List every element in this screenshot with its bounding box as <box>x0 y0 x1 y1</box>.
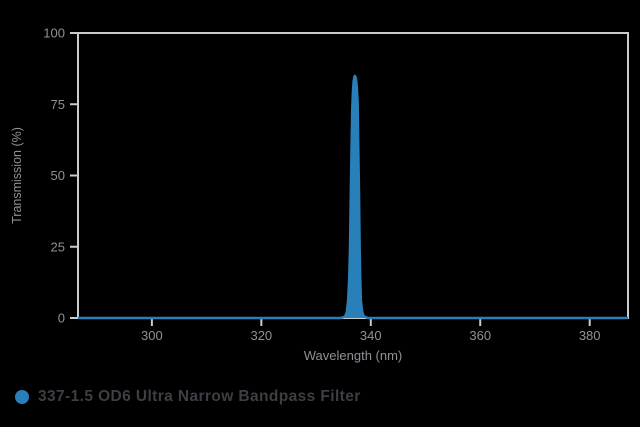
legend-marker-icon <box>15 390 29 404</box>
y-axis-title: Transmission (%) <box>10 127 24 224</box>
y-tick-label: 75 <box>51 97 65 112</box>
x-tick-label: 360 <box>469 328 491 343</box>
x-tick-label: 300 <box>141 328 163 343</box>
y-tick-label: 25 <box>51 239 65 254</box>
legend: 337-1.5 OD6 Ultra Narrow Bandpass Filter <box>15 388 361 406</box>
x-axis-title: Wavelength (nm) <box>304 348 403 363</box>
x-tick-label: 340 <box>360 328 382 343</box>
transmission-spectrum-plot: 0 25 50 75 100 300 320 340 360 380 Wavelength (nm)… <box>10 26 629 363</box>
series-337-bandpass-curve <box>78 74 628 320</box>
legend-label: 337-1.5 OD6 Ultra Narrow Bandpass Filter <box>38 388 361 405</box>
x-tick-label: 320 <box>250 328 272 343</box>
y-tick-label: 0 <box>58 311 65 326</box>
y-tick-label: 100 <box>43 26 65 41</box>
x-tick-label: 380 <box>579 328 601 343</box>
y-tick-label: 50 <box>51 168 65 183</box>
